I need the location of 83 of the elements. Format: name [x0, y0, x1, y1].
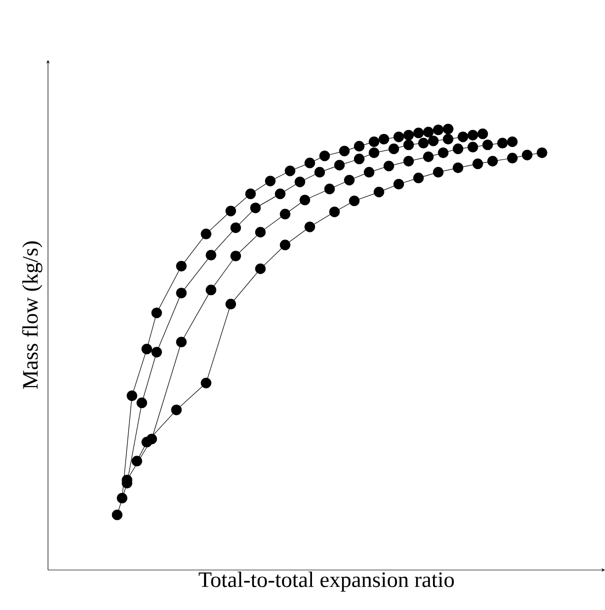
point — [348, 196, 360, 206]
point — [442, 124, 454, 134]
point — [413, 172, 424, 184]
point — [344, 174, 355, 186]
point — [378, 134, 390, 144]
point — [522, 150, 532, 160]
point — [452, 144, 464, 154]
point — [384, 160, 394, 172]
point — [403, 140, 414, 150]
point — [304, 158, 316, 168]
point — [393, 132, 404, 142]
point — [142, 436, 152, 448]
point — [284, 166, 296, 176]
point — [403, 156, 414, 166]
point — [142, 344, 152, 354]
point — [452, 162, 464, 174]
point — [300, 194, 310, 206]
point — [354, 140, 365, 152]
point — [403, 130, 414, 140]
point — [458, 132, 468, 142]
point — [468, 142, 478, 152]
point — [428, 136, 439, 146]
point — [151, 308, 162, 318]
point — [280, 208, 290, 220]
point — [442, 134, 454, 144]
point — [151, 346, 162, 358]
point — [116, 492, 128, 504]
point — [477, 128, 488, 140]
point — [432, 124, 444, 136]
point — [482, 140, 493, 150]
point — [418, 138, 429, 148]
point — [334, 160, 345, 170]
point — [200, 378, 212, 388]
point — [176, 288, 187, 298]
point — [364, 166, 374, 178]
point — [280, 240, 290, 250]
point — [304, 222, 316, 232]
point — [497, 138, 508, 148]
point — [225, 206, 236, 216]
point — [250, 202, 261, 214]
point — [423, 126, 434, 138]
point — [314, 166, 326, 178]
point — [274, 188, 286, 200]
point — [225, 298, 236, 310]
point — [245, 188, 256, 200]
point — [354, 154, 365, 164]
point — [265, 176, 276, 186]
point — [112, 510, 122, 520]
point — [132, 456, 142, 466]
point — [176, 260, 187, 272]
point — [368, 136, 380, 148]
point — [200, 228, 212, 240]
point — [507, 152, 518, 164]
point — [468, 130, 478, 140]
point — [368, 148, 380, 158]
point — [339, 146, 350, 156]
point — [324, 184, 335, 194]
point — [176, 336, 187, 348]
y-axis-title: Mass flow (kg/s) — [22, 241, 42, 389]
point — [507, 136, 518, 148]
point — [536, 148, 548, 158]
point — [206, 250, 216, 260]
point — [432, 166, 444, 178]
point — [255, 263, 266, 274]
point — [393, 178, 404, 190]
x-axis-title: Total-to-total expansion ratio — [198, 572, 454, 592]
point — [413, 128, 424, 138]
point — [230, 250, 242, 262]
point — [374, 186, 384, 198]
point — [136, 398, 148, 408]
point — [329, 206, 340, 218]
point — [487, 156, 498, 166]
point — [388, 144, 400, 154]
point — [206, 284, 216, 296]
point — [319, 150, 330, 162]
point — [438, 148, 449, 158]
point — [472, 158, 484, 170]
point — [230, 222, 242, 234]
point — [126, 390, 138, 402]
point — [423, 151, 434, 162]
point — [294, 176, 306, 188]
point — [255, 226, 266, 238]
point — [171, 404, 182, 416]
